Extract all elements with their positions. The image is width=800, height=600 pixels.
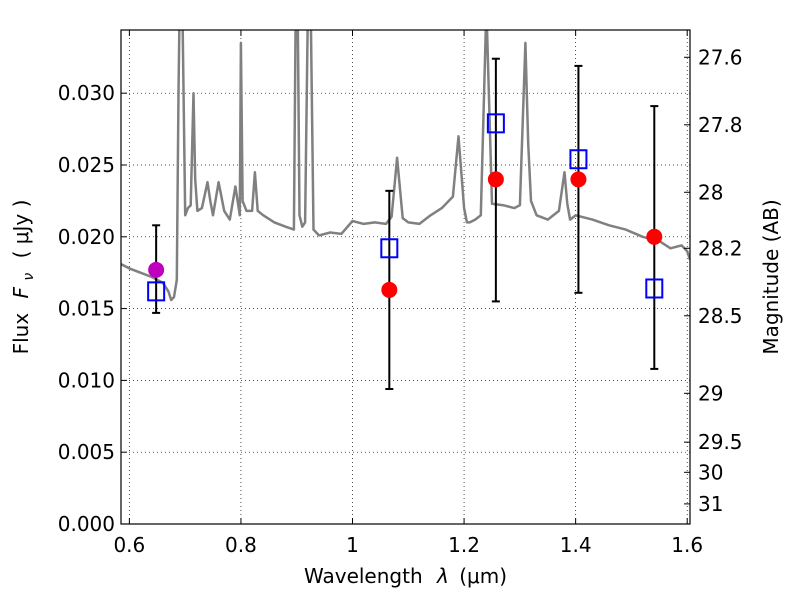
y-tick-label: 0.020 [58, 225, 115, 249]
sed-model-line [121, 30, 690, 302]
y-axis-label-unit: ( μJy ) [9, 200, 33, 259]
y-tick-label: 0.030 [58, 81, 115, 105]
error-bar-layer [152, 57, 659, 391]
observed-point [487, 171, 504, 188]
x-tick-label: 0.6 [113, 533, 145, 557]
y-tick-label: 0.015 [58, 297, 115, 321]
model-photometry-square [486, 113, 505, 134]
y2-tick-label: 27.8 [698, 113, 743, 137]
observed-point [148, 261, 165, 278]
x-axis-label-unit: (μm) [459, 564, 507, 588]
y-tick-label: 0.025 [58, 153, 115, 177]
x-tick-label: 1.4 [560, 533, 592, 557]
y-axis-label: Flux F ν ( μJy ) [9, 200, 38, 355]
y-tick-label: 0.010 [58, 368, 115, 392]
sed-line-layer [121, 30, 690, 302]
observed-point [646, 228, 663, 245]
y-axis-label-subscript: ν [21, 273, 37, 281]
grid-lines [121, 30, 690, 524]
y2-tick-label: 29.5 [698, 430, 743, 454]
observed-point [381, 281, 398, 298]
x-tick-label: 0.8 [225, 533, 257, 557]
y2-tick-label: 28.2 [698, 236, 743, 260]
x-tick-label: 1.6 [671, 533, 703, 557]
model-photometry-square [645, 278, 664, 299]
x-axis-label-symbol: λ [436, 564, 449, 588]
y2-tick-label: 29 [698, 381, 723, 405]
y-axis-label-prefix: Flux [9, 313, 33, 355]
y2-tick-label: 27.6 [698, 45, 743, 69]
tick-layer: 0.6 0.8 1 1.2 1.4 1.6 0.000 0.005 0.010 0.015 0.02… [58, 30, 743, 557]
y-tick-label: 0.005 [58, 440, 115, 464]
x-axis-label-prefix: Wavelength [304, 564, 423, 588]
y2-tick-label: 28 [698, 180, 723, 204]
x-tick-label: 1 [346, 533, 359, 557]
observed-point [570, 171, 587, 188]
model-photometry-square [569, 149, 588, 170]
y2-tick-label: 28.5 [698, 304, 743, 328]
x-axis-label: Wavelength λ (μm) [304, 564, 507, 588]
model-photometry-square [380, 238, 399, 259]
plot-frame [120, 29, 691, 525]
marker-layer [147, 113, 664, 302]
y2-tick-label: 30 [698, 460, 723, 484]
y2-tick-label: 31 [698, 492, 723, 516]
y-tick-label: 0.000 [58, 512, 115, 536]
y2-axis-label: Magnitude (AB) [759, 199, 783, 354]
y-axis-label-symbol: F [9, 286, 33, 298]
model-photometry-square [147, 281, 166, 302]
x-tick-label: 1.2 [448, 533, 480, 557]
